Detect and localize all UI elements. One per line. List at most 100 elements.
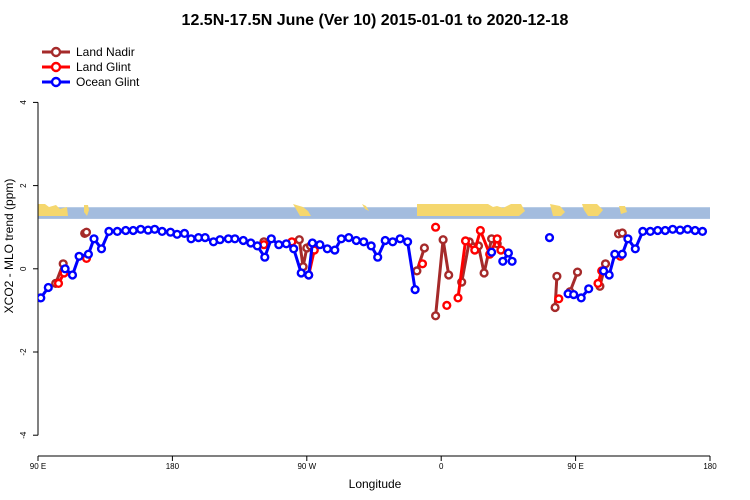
data-point-ocean-glint: [215, 235, 225, 245]
land-patch-mexico: [293, 204, 311, 216]
data-point-ocean-glint: [266, 234, 276, 244]
data-point-ocean-glint: [668, 224, 678, 234]
ocean-band: [38, 207, 710, 219]
data-point-ocean-glint: [576, 293, 586, 303]
data-point-land-nadir: [294, 235, 304, 245]
data-point-land-glint: [496, 245, 506, 255]
legend-swatch-marker: [50, 46, 62, 58]
data-point-ocean-glint: [645, 226, 655, 237]
data-point-ocean-glint: [281, 239, 291, 249]
data-point-land-glint: [492, 234, 502, 244]
data-point-land-glint: [460, 236, 471, 246]
y-tick-label: 0: [19, 266, 28, 271]
data-point-ocean-glint: [660, 225, 670, 236]
data-point-land-nadir: [550, 302, 560, 313]
data-point-land-glint: [453, 293, 463, 303]
land-patch-arabia: [505, 208, 511, 214]
x-tick-label: 90 E: [30, 462, 46, 471]
data-point-ocean-glint: [172, 229, 182, 239]
data-point-ocean-glint: [498, 256, 508, 266]
data-point-ocean-glint: [617, 249, 627, 259]
data-point-ocean-glint: [610, 249, 620, 259]
legend-label: Land Nadir: [76, 45, 135, 59]
data-point-ocean-glint: [96, 244, 107, 254]
data-point-ocean-glint: [104, 226, 114, 237]
data-point-ocean-glint: [307, 238, 318, 248]
data-point-ocean-glint: [60, 264, 70, 274]
x-axis-label: Longitude: [349, 477, 402, 491]
data-point-ocean-glint: [186, 234, 196, 244]
land-patch-asia: [38, 204, 68, 216]
data-point-ocean-glint: [487, 247, 497, 257]
data-point-land-nadir: [438, 235, 448, 245]
legend-label: Ocean Glint: [76, 75, 140, 89]
legend-item-land-glint: Land Glint: [42, 60, 131, 74]
data-point-land-nadir: [412, 266, 422, 276]
data-point-land-glint: [470, 245, 480, 255]
series-line-land-nadir: [553, 276, 559, 308]
y-tick-label: 2: [19, 183, 28, 188]
x-tick-label: 0: [439, 462, 444, 471]
data-point-ocean-glint: [623, 234, 633, 244]
data-point-ocean-glint: [544, 233, 555, 243]
data-point-land-glint: [431, 222, 441, 232]
data-point-land-glint: [593, 278, 603, 289]
data-point-land-nadir: [81, 227, 92, 237]
land-patch-india: [550, 204, 565, 216]
land-patch-africa: [417, 204, 525, 216]
x-axis-ticks: 90 E 180 90 W 0 90 E 180: [30, 456, 717, 471]
data-point-ocean-glint: [410, 285, 420, 295]
chart-title: 12.5N-17.5N June (Ver 10) 2015-01-01 to …: [182, 12, 569, 29]
data-point-ocean-glint: [89, 234, 99, 244]
data-point-ocean-glint: [682, 224, 693, 234]
data-point-ocean-glint: [336, 234, 346, 244]
series-ocean-glint: [38, 224, 708, 303]
x-tick-label: 90 E: [567, 462, 583, 471]
land-patch-islands: [619, 206, 627, 214]
data-point-ocean-glint: [74, 251, 84, 261]
data-point-ocean-glint: [252, 241, 262, 251]
data-point-ocean-glint: [67, 270, 78, 280]
data-point-ocean-glint: [697, 226, 708, 237]
data-point-ocean-glint: [260, 252, 270, 262]
data-point-ocean-glint: [315, 240, 325, 250]
data-point-ocean-glint: [507, 256, 517, 266]
data-point-ocean-glint: [179, 228, 190, 239]
y-axis-ticks: -4 -2 0 2 4: [19, 100, 38, 439]
x-tick-label: 180: [703, 462, 717, 471]
data-point-ocean-glint: [503, 248, 514, 258]
data-point-ocean-glint: [403, 237, 413, 247]
land-patch-caribbean: [362, 204, 369, 211]
data-point-land-glint: [417, 259, 428, 269]
land-patch-philippines: [84, 205, 89, 216]
data-point-land-nadir: [419, 243, 430, 253]
data-point-land-nadir: [444, 270, 454, 280]
data-point-land-glint: [442, 300, 452, 311]
land-patch-indochina: [582, 204, 603, 216]
x-tick-label: 180: [166, 462, 180, 471]
data-point-ocean-glint: [373, 252, 383, 262]
data-point-land-nadir: [431, 311, 441, 321]
land-patches: [38, 204, 627, 216]
data-point-land-nadir: [552, 271, 562, 281]
land-ocean-band: [38, 204, 710, 219]
data-point-ocean-glint: [238, 235, 248, 246]
data-point-ocean-glint: [136, 224, 146, 234]
data-point-ocean-glint: [121, 225, 131, 236]
data-point-ocean-glint: [653, 225, 663, 236]
data-point-ocean-glint: [83, 249, 94, 259]
data-point-ocean-glint: [604, 270, 614, 280]
legend-item-land-nadir: Land Nadir: [42, 45, 135, 59]
data-point-land-nadir: [479, 268, 489, 278]
data-point-ocean-glint: [112, 226, 122, 237]
data-point-land-glint: [53, 278, 64, 289]
data-point-land-glint: [475, 225, 486, 236]
data-point-ocean-glint: [675, 225, 685, 235]
data-point-ocean-glint: [388, 237, 398, 247]
data-point-ocean-glint: [296, 268, 306, 278]
data-point-land-nadir: [600, 259, 611, 269]
data-point-ocean-glint: [230, 234, 240, 244]
data-point-ocean-glint: [38, 293, 46, 303]
data-point-ocean-glint: [638, 226, 648, 237]
